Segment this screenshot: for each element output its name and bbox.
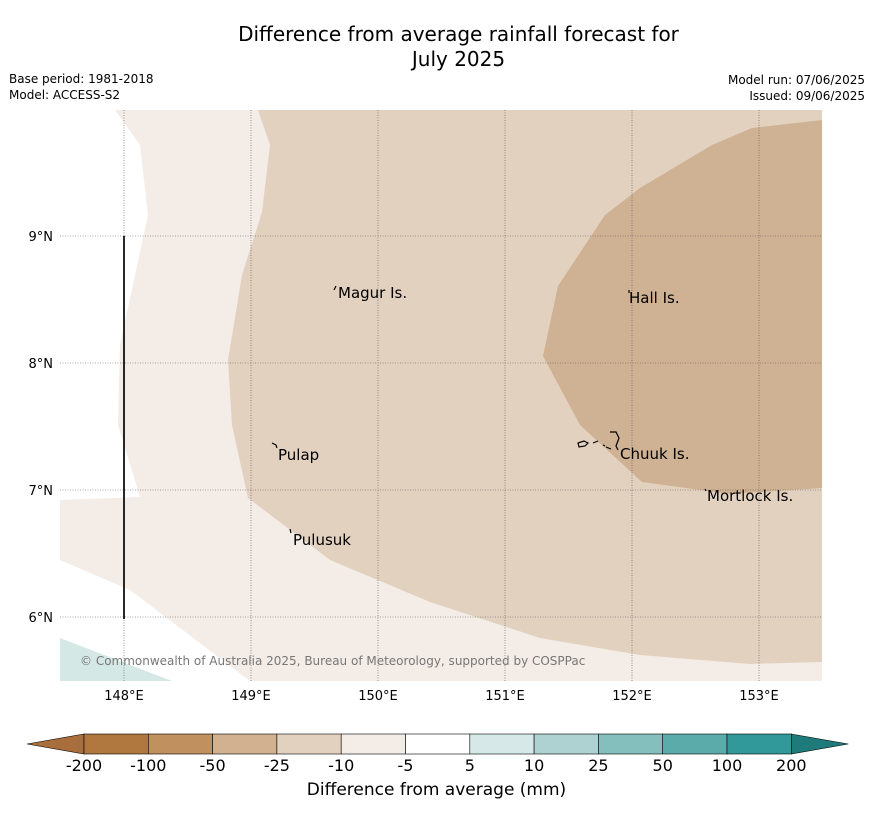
colorbar-segment [83,733,149,755]
chart-title: Difference from average rainfall forecas… [0,22,873,72]
lat-tick-label: 8°N [29,357,54,372]
colorbar-segment [469,733,535,755]
colorbar-segment [598,733,664,755]
colorbar-tick-label: -25 [264,756,290,775]
issued-date: Issued: 09/06/2025 [749,89,865,103]
colorbar-tick-label: -100 [130,756,166,775]
title-line-2: July 2025 [411,47,506,71]
lat-labels: 9°N 8°N 7°N 6°N [29,230,54,626]
copyright-notice: © Commonwealth of Australia 2025, Bureau… [80,654,585,668]
colorbar-extend-high [790,733,849,755]
colorbar-tick-label: -50 [200,756,226,775]
colorbar-tick-label: 5 [465,756,475,775]
colorbar-ticks: -200 -100 -50 -25 -10 -5 5 10 25 50 100 200 [66,756,807,775]
lon-tick-label: 148°E [104,689,144,704]
colorbar [26,733,849,755]
zone-plus-5-to-plus-10 [60,638,172,681]
model-run: Model run: 07/06/2025 [727,73,865,87]
colorbar-tick-label: -200 [66,756,102,775]
chuuk-lagoon-mark [577,431,620,451]
place-label: Pulusuk [293,531,351,549]
place-label: Hall Is. [629,289,680,307]
colorbar-segment [212,733,278,755]
place-label: Magur Is. [338,284,407,302]
colorbar-tick-label: 100 [712,756,743,775]
lon-tick-label: 149°E [231,689,271,704]
place-label: Pulap [278,446,319,464]
colorbar-tick-label: 25 [588,756,608,775]
model-name: Model: ACCESS-S2 [9,88,121,102]
colorbar-label: Difference from average (mm) [306,780,567,800]
meta-left: Base period: 1981-2018 Model: ACCESS-S2 [9,71,154,103]
place-label: Chuuk Is. [620,445,689,463]
colorbar-segment [726,733,792,755]
colorbar-segment [533,733,599,755]
lat-tick-label: 6°N [29,611,54,626]
colorbar-tick-label: -5 [398,756,414,775]
place-labels: Magur Is. Hall Is. Pulap Chuuk Is. Mortl… [278,284,793,549]
lon-tick-label: 152°E [612,689,652,704]
colorbar-tick-label: 50 [653,756,673,775]
lon-tick-label: 153°E [739,689,779,704]
colorbar-segment [340,733,406,755]
base-period: Base period: 1981-2018 [9,72,154,86]
colorbar-segment [148,733,213,755]
lat-tick-label: 7°N [29,484,54,499]
magur-island-mark [333,285,337,291]
place-label: Mortlock Is. [707,487,793,505]
zone-minus-25-to-minus-50 [543,120,822,494]
title-line-1: Difference from average rainfall forecas… [238,22,679,46]
island-marks [271,285,707,534]
pulusuk-island-mark [289,528,292,534]
pulap-island-mark [271,442,278,449]
colorbar-tick-label: 10 [524,756,544,775]
lat-tick-label: 9°N [29,230,54,245]
colorbar-tick-label: -10 [328,756,354,775]
lon-labels: 148°E 149°E 150°E 151°E 152°E 153°E [104,689,779,704]
colorbar-extend-low [26,733,85,755]
meta-right: Model run: 07/06/2025 Issued: 09/06/2025 [728,72,865,104]
mortlock-island-mark [704,488,707,492]
colorbar-segment [662,733,728,755]
lon-tick-label: 151°E [485,689,525,704]
map-area [60,110,822,681]
colorbar-tick-label: 200 [776,756,807,775]
lon-tick-label: 150°E [358,689,398,704]
colorbar-segment [405,733,471,755]
colorbar-segment [276,733,342,755]
